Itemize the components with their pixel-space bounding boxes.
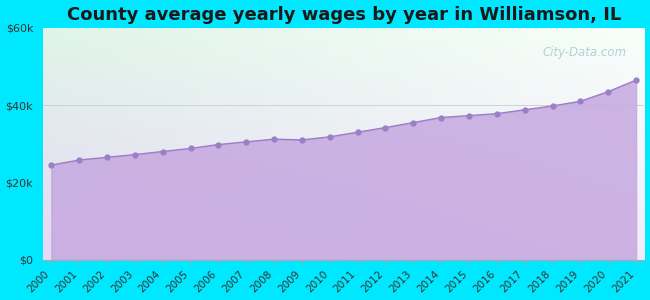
Title: County average yearly wages by year in Williamson, IL: County average yearly wages by year in W… — [66, 6, 621, 24]
Text: City-Data.com: City-Data.com — [542, 46, 627, 59]
